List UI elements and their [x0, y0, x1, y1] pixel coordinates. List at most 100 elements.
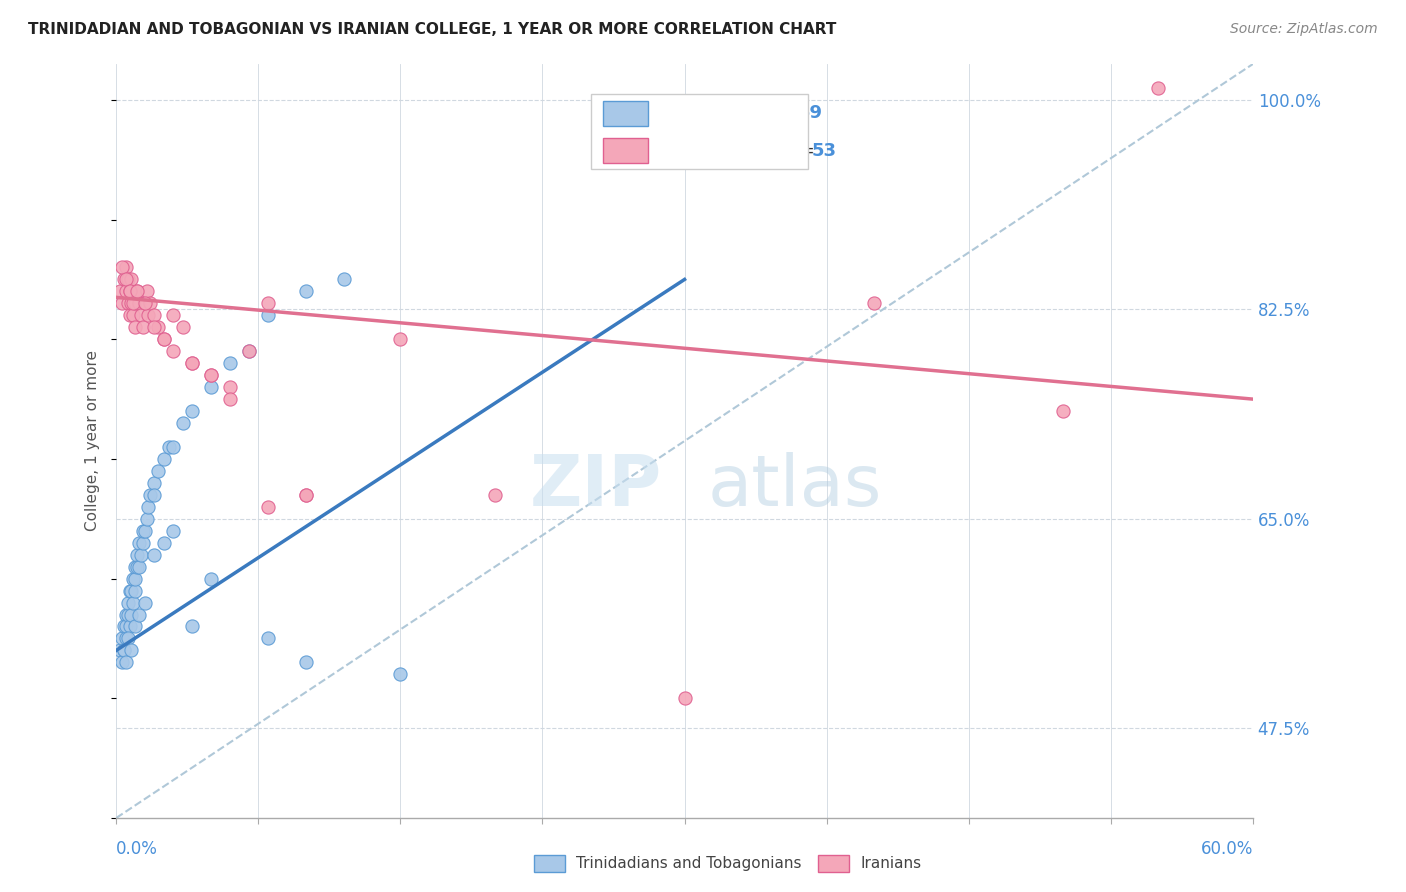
Point	[120, 272, 142, 286]
Point	[219, 356, 242, 370]
Point	[143, 548, 166, 562]
Point	[146, 320, 169, 334]
Point	[200, 380, 222, 394]
Y-axis label: College, 1 year or more: College, 1 year or more	[86, 351, 100, 532]
Point	[146, 464, 169, 478]
Point	[139, 488, 162, 502]
Text: Trinidadians and Tobagonians: Trinidadians and Tobagonians	[576, 856, 801, 871]
Text: N =: N =	[769, 142, 821, 160]
Point	[219, 392, 242, 406]
Point	[120, 296, 142, 310]
Point	[863, 296, 886, 310]
Point	[114, 285, 136, 299]
Point	[152, 452, 174, 467]
Point	[256, 632, 278, 646]
Point	[124, 296, 146, 310]
Point	[118, 583, 141, 598]
Point	[152, 535, 174, 549]
Point	[134, 296, 156, 310]
Text: R =: R =	[659, 142, 699, 160]
Point	[118, 619, 141, 633]
Point	[181, 356, 204, 370]
Point	[111, 260, 134, 275]
Point	[132, 535, 155, 549]
Point	[132, 320, 155, 334]
Point	[152, 332, 174, 346]
Point	[157, 440, 180, 454]
Text: 0.424: 0.424	[699, 104, 755, 122]
Point	[181, 404, 204, 418]
Point	[120, 643, 142, 657]
Text: Source: ZipAtlas.com: Source: ZipAtlas.com	[1230, 22, 1378, 37]
Point	[114, 260, 136, 275]
Point	[127, 548, 149, 562]
Point	[200, 572, 222, 586]
Point	[1052, 404, 1074, 418]
Point	[389, 667, 412, 681]
Point	[152, 332, 174, 346]
Text: N =: N =	[755, 104, 807, 122]
Point	[238, 344, 260, 359]
Point	[162, 524, 184, 538]
Point	[111, 656, 134, 670]
Point	[238, 344, 260, 359]
Point	[143, 475, 166, 490]
Point	[124, 320, 146, 334]
Point	[127, 285, 149, 299]
Point	[134, 595, 156, 609]
Text: atlas: atlas	[707, 451, 882, 521]
Point	[124, 583, 146, 598]
Point	[181, 619, 204, 633]
Point	[128, 607, 150, 622]
Point	[122, 595, 145, 609]
Point	[294, 656, 316, 670]
Point	[120, 583, 142, 598]
Text: 60.0%: 60.0%	[1201, 840, 1253, 858]
Point	[128, 559, 150, 574]
Point	[122, 296, 145, 310]
Point	[332, 272, 354, 286]
Point	[200, 368, 222, 383]
Point	[127, 559, 149, 574]
Point	[117, 595, 139, 609]
Point	[143, 488, 166, 502]
Point	[127, 285, 149, 299]
Point	[114, 607, 136, 622]
Point	[135, 512, 157, 526]
Point	[256, 309, 278, 323]
Text: 0.0%: 0.0%	[117, 840, 157, 858]
Point	[120, 607, 142, 622]
Point	[108, 643, 131, 657]
Point	[122, 572, 145, 586]
Point	[114, 656, 136, 670]
Point	[118, 285, 141, 299]
Point	[294, 488, 316, 502]
Point	[294, 285, 316, 299]
Point	[112, 643, 135, 657]
Point	[117, 607, 139, 622]
Point	[484, 488, 506, 502]
Point	[129, 309, 152, 323]
Point	[114, 619, 136, 633]
Point	[124, 619, 146, 633]
Point	[111, 632, 134, 646]
Point	[139, 296, 162, 310]
Point	[124, 572, 146, 586]
Point	[117, 272, 139, 286]
Point	[117, 632, 139, 646]
Point	[135, 285, 157, 299]
Point	[111, 296, 134, 310]
Point	[114, 272, 136, 286]
Point	[134, 524, 156, 538]
Point	[128, 296, 150, 310]
Point	[132, 524, 155, 538]
Point	[124, 559, 146, 574]
Point	[118, 309, 141, 323]
Point	[108, 285, 131, 299]
Text: -0.132: -0.132	[699, 142, 763, 160]
Point	[389, 332, 412, 346]
Point	[114, 632, 136, 646]
Point	[162, 309, 184, 323]
Text: R =: R =	[659, 104, 699, 122]
Point	[256, 296, 278, 310]
